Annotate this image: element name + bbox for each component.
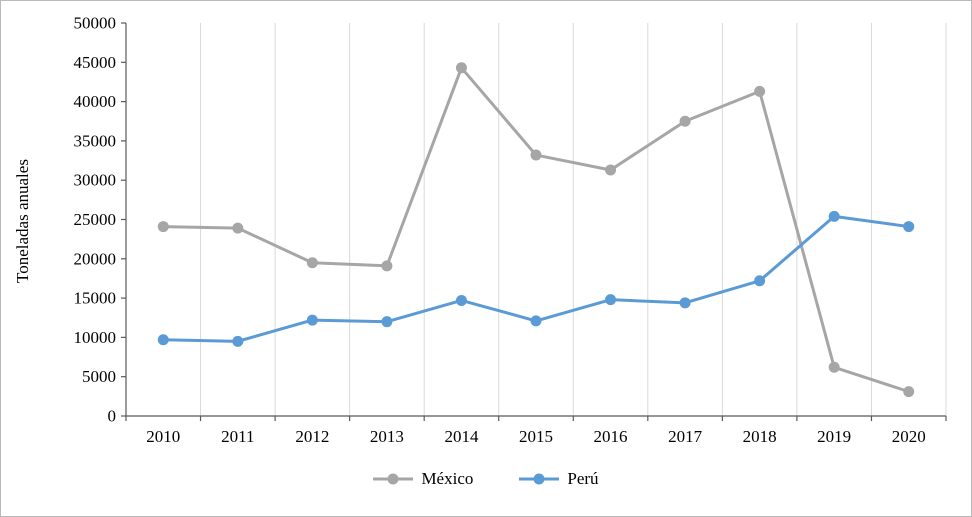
x-tick-label: 2017 bbox=[668, 427, 703, 446]
y-tick-label: 0 bbox=[108, 407, 117, 426]
y-tick-label: 15000 bbox=[74, 289, 117, 308]
legend-item-mexico[interactable]: México bbox=[373, 469, 473, 489]
data-point bbox=[381, 316, 393, 328]
data-point bbox=[679, 297, 691, 309]
y-tick-label: 20000 bbox=[74, 249, 117, 268]
data-point bbox=[232, 222, 244, 234]
y-tick-label: 45000 bbox=[74, 53, 117, 72]
x-tick-label: 2010 bbox=[146, 427, 180, 446]
data-point bbox=[530, 149, 542, 161]
data-point bbox=[455, 62, 467, 74]
y-tick-label: 50000 bbox=[74, 14, 117, 33]
data-point bbox=[754, 275, 766, 287]
data-point bbox=[828, 210, 840, 222]
legend-item-peru[interactable]: Perú bbox=[519, 469, 599, 489]
data-point bbox=[754, 85, 766, 97]
y-tick-label: 25000 bbox=[74, 210, 117, 229]
data-point bbox=[306, 314, 318, 326]
y-tick-label: 5000 bbox=[82, 367, 116, 386]
data-point bbox=[530, 315, 542, 327]
x-tick-label: 2014 bbox=[444, 427, 479, 446]
data-point bbox=[455, 294, 467, 306]
legend-label-peru: Perú bbox=[567, 469, 599, 488]
legend-label-mexico: México bbox=[421, 469, 474, 488]
y-tick-label: 30000 bbox=[74, 171, 117, 190]
data-point bbox=[828, 361, 840, 373]
x-tick-label: 2020 bbox=[892, 427, 926, 446]
x-tick-label: 2018 bbox=[743, 427, 777, 446]
y-axis-title: Toneladas anuales bbox=[13, 159, 32, 283]
data-point bbox=[232, 335, 244, 347]
x-tick-label: 2015 bbox=[519, 427, 553, 446]
y-tick-label: 35000 bbox=[74, 131, 117, 150]
legend-marker-peru-icon bbox=[519, 473, 560, 485]
legend: México Perú bbox=[1, 469, 971, 489]
x-tick-label: 2016 bbox=[594, 427, 628, 446]
data-point bbox=[157, 221, 169, 233]
data-point bbox=[306, 257, 318, 269]
data-point bbox=[381, 260, 393, 272]
data-point bbox=[605, 164, 617, 176]
y-tick-label: 10000 bbox=[74, 328, 117, 347]
y-tick-label: 40000 bbox=[74, 92, 117, 111]
x-tick-label: 2019 bbox=[817, 427, 851, 446]
data-point bbox=[157, 334, 169, 346]
legend-marker-mexico-icon bbox=[373, 473, 414, 485]
x-tick-label: 2013 bbox=[370, 427, 404, 446]
data-point bbox=[903, 386, 915, 398]
data-point bbox=[679, 115, 691, 127]
x-tick-label: 2012 bbox=[295, 427, 329, 446]
x-tick-label: 2011 bbox=[221, 427, 254, 446]
data-point bbox=[605, 294, 617, 306]
data-point bbox=[903, 221, 915, 233]
